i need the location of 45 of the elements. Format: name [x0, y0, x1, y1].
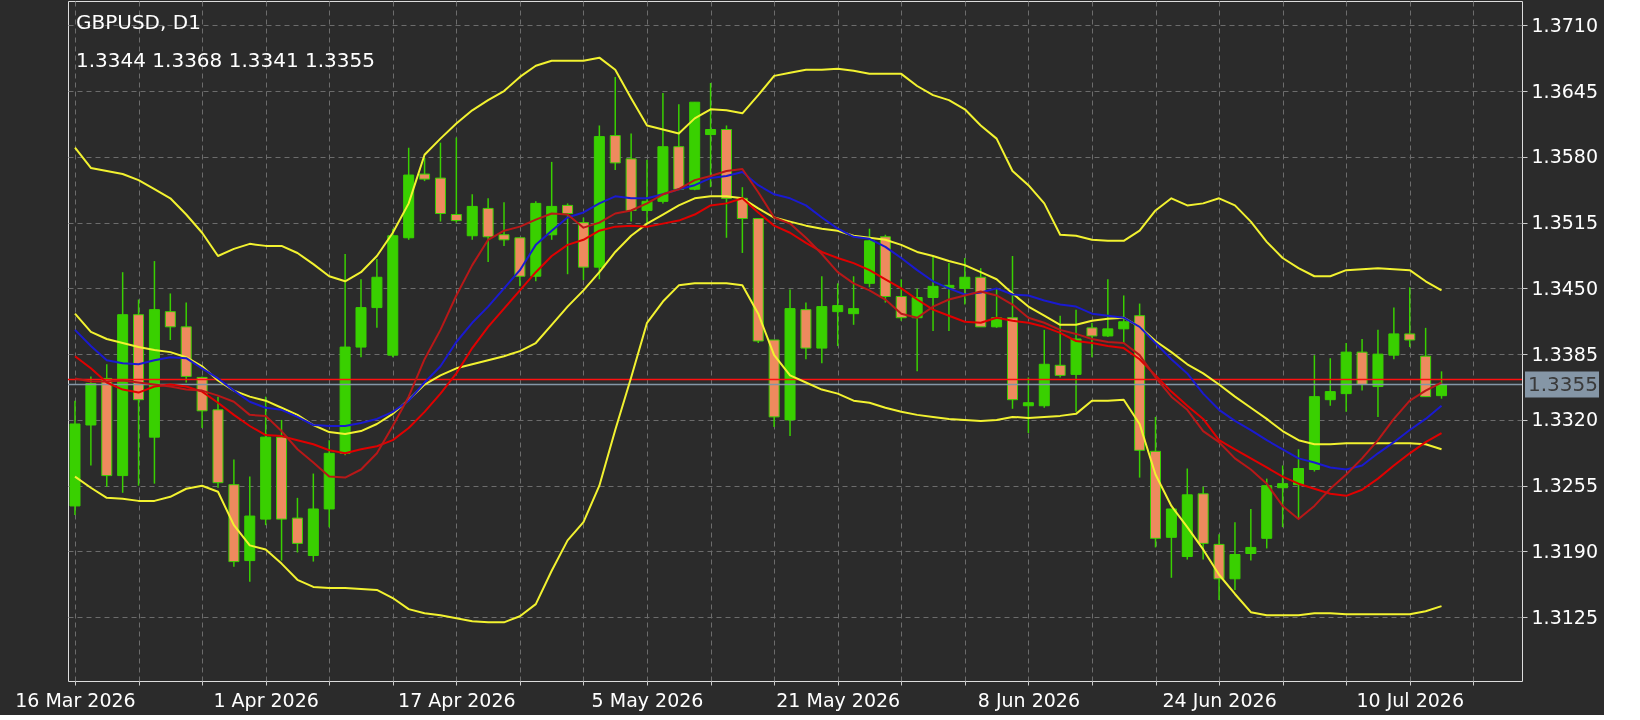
candlestick	[1054, 314, 1066, 379]
candlestick	[1404, 286, 1416, 348]
text: GBPUSD, D1	[76, 10, 201, 34]
candlestick	[832, 282, 844, 347]
line-series	[73, 167, 1443, 521]
y-tick-label: 1.3645	[1531, 79, 1598, 102]
x-tick-label: 5 May 2026	[591, 688, 704, 711]
line-series	[73, 282, 1443, 624]
y-tick-label: 1.3320	[1531, 408, 1598, 431]
candlestick	[1086, 322, 1098, 358]
x-tick-label: 16 Mar 2026	[15, 688, 136, 711]
candlestick	[1436, 370, 1448, 400]
x-tick-label: 1 Apr 2026	[213, 688, 319, 711]
candlestick	[1102, 278, 1114, 338]
candlestick	[562, 202, 574, 275]
candlestick	[705, 82, 717, 188]
candlestick	[1245, 508, 1257, 562]
y-tick-label: 1.3385	[1531, 342, 1598, 365]
y-tick-label: 1.3190	[1531, 539, 1598, 562]
candlestick	[848, 275, 860, 326]
candlestick	[927, 255, 939, 332]
candlestick	[450, 136, 462, 224]
x-tick-label: 17 Apr 2026	[398, 688, 516, 711]
candlestick	[1022, 376, 1034, 434]
y-tick-label: 1.3125	[1531, 605, 1598, 628]
candlestick	[498, 201, 510, 247]
candlestick	[164, 292, 176, 341]
x-tick-label: 8 Jun 2026	[977, 688, 1080, 711]
ref-line-label: 1.3355	[1528, 371, 1598, 396]
y-tick-label: 1.3580	[1531, 145, 1598, 168]
x-tick-label: 10 Jul 2026	[1356, 688, 1465, 711]
y-tick-label: 1.3710	[1531, 13, 1598, 36]
line-series	[73, 197, 1443, 497]
y-tick-label: 1.3450	[1531, 276, 1598, 299]
y-tick-label: 1.3255	[1531, 474, 1598, 497]
candlestick	[1324, 357, 1336, 407]
candlestick	[1388, 306, 1400, 360]
x-tick-label: 21 May 2026	[776, 688, 901, 711]
candlestick	[419, 157, 431, 182]
candlestick	[1277, 464, 1289, 528]
text: 1.3344 1.3368 1.3341 1.3355	[76, 48, 375, 72]
x-tick-label: 24 Jun 2026	[1162, 688, 1277, 711]
candlestick	[959, 257, 971, 306]
y-tick-label: 1.3515	[1531, 211, 1598, 234]
candlestick	[1118, 294, 1130, 344]
